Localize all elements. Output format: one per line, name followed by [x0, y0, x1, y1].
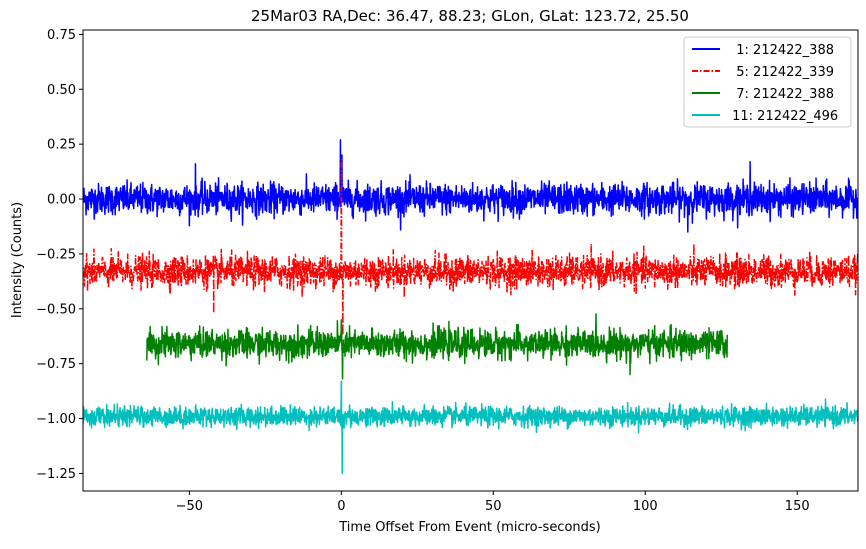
- legend-box: [683, 36, 852, 128]
- plot-series-group: [83, 139, 858, 475]
- plot-area-frame: [82, 29, 859, 492]
- x-axis: −50 0 50 100 150: [176, 491, 810, 514]
- x-tick-label: 150: [785, 499, 810, 514]
- x-tick-label: 100: [633, 499, 658, 514]
- legend: 1: 212422_388 5: 212422_339 7: 212422_38…: [683, 36, 852, 128]
- y-tick-label: −1.25: [36, 467, 76, 482]
- y-tick-label: 0.75: [47, 28, 76, 43]
- y-tick-label: 0.50: [47, 83, 76, 98]
- y-tick-label: 0.00: [47, 193, 76, 208]
- y-axis-label: Intensity (Counts): [10, 202, 25, 318]
- series-line-3: [146, 313, 729, 380]
- legend-label-4: 11: 212422_496: [728, 109, 838, 124]
- series-line-4: [83, 380, 858, 475]
- legend-label-1: 1: 212422_388: [728, 43, 834, 58]
- legend-label-3: 7: 212422_388: [728, 87, 834, 102]
- x-tick-label: 50: [485, 499, 502, 514]
- series-line-1: [83, 139, 858, 233]
- legend-label-2: 5: 212422_339: [728, 65, 834, 80]
- x-tick-label: 0: [337, 499, 345, 514]
- y-axis: 0.75 0.50 0.25 0.00 −0.25 −0.50 −0.75 −1.00 −1.2…: [36, 28, 83, 482]
- y-tick-label: 0.25: [47, 138, 76, 153]
- series-line-2: [83, 158, 858, 336]
- y-tick-label: −0.75: [36, 357, 76, 372]
- y-tick-label: −0.50: [36, 302, 76, 317]
- chart-title: 25Mar03 RA,Dec: 36.47, 88.23; GLon, GLat…: [251, 7, 689, 25]
- x-axis-label: Time Offset From Event (micro-seconds): [338, 520, 601, 535]
- x-tick-label: −50: [176, 499, 203, 514]
- y-tick-label: −1.00: [36, 412, 76, 427]
- y-tick-label: −0.25: [36, 247, 76, 262]
